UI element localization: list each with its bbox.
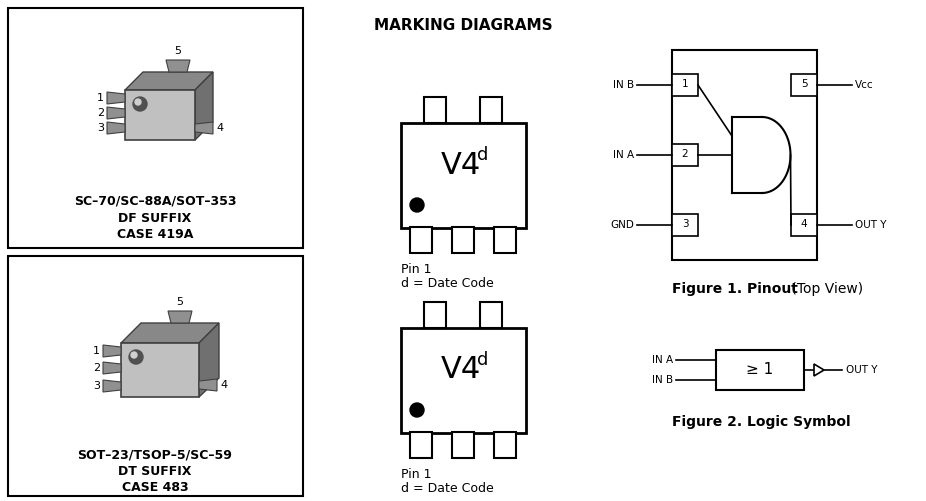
Text: 2: 2 [682,149,688,159]
Bar [494,432,516,458]
Bar [410,227,432,253]
Bar [452,432,474,458]
Polygon shape [195,72,213,140]
Polygon shape [199,379,217,391]
Text: OUT Y: OUT Y [846,365,878,375]
Bar [401,328,526,433]
Polygon shape [199,323,219,397]
Text: Pin 1: Pin 1 [401,468,432,481]
Bar [452,227,474,253]
Text: 3: 3 [97,123,104,133]
Text: IN B: IN B [652,375,673,385]
Circle shape [129,350,143,364]
Bar [672,74,698,96]
Bar [494,227,516,253]
Circle shape [410,403,424,417]
Text: d: d [477,351,489,369]
Circle shape [131,352,137,358]
Text: DT SUFFIX: DT SUFFIX [119,465,192,478]
Text: CASE 419A: CASE 419A [117,228,194,241]
Text: Vᴄᴄ: Vᴄᴄ [855,80,873,90]
Circle shape [133,97,147,111]
Bar [480,302,502,328]
Bar [672,50,817,260]
Text: IN A: IN A [652,355,673,365]
Text: Figure 2. Logic Symbol: Figure 2. Logic Symbol [672,415,851,429]
Text: 1: 1 [93,346,100,356]
Text: 1: 1 [97,93,104,103]
Bar [672,214,698,236]
Text: V4: V4 [441,150,482,179]
Bar [8,256,303,496]
Text: 5: 5 [801,79,807,89]
Text: IN A: IN A [613,150,634,160]
Polygon shape [121,343,199,397]
Text: 2: 2 [97,108,104,118]
Text: ≥ 1: ≥ 1 [746,363,773,377]
Text: (Top View): (Top View) [787,282,863,296]
Polygon shape [103,362,121,374]
Text: GND: GND [610,220,634,230]
Text: d = Date Code: d = Date Code [401,482,494,495]
Polygon shape [103,380,121,392]
Text: 5: 5 [174,46,181,56]
Text: 3: 3 [93,381,100,391]
Bar [791,74,817,96]
Bar [480,97,502,123]
Text: 1: 1 [682,79,688,89]
Text: IN B: IN B [613,80,634,90]
Polygon shape [166,60,190,72]
Text: CASE 483: CASE 483 [121,481,188,494]
Bar [672,144,698,166]
Text: DF SUFFIX: DF SUFFIX [119,212,192,225]
Bar [424,302,446,328]
Polygon shape [195,122,213,134]
Text: Pin 1: Pin 1 [401,263,432,276]
Bar [410,432,432,458]
Text: MARKING DIAGRAMS: MARKING DIAGRAMS [374,18,552,33]
Bar [791,214,817,236]
Polygon shape [107,92,125,104]
Text: 2: 2 [93,363,100,373]
Text: d = Date Code: d = Date Code [401,277,494,290]
Polygon shape [107,122,125,134]
Polygon shape [107,107,125,119]
Text: 5: 5 [177,297,183,307]
Text: 3: 3 [682,219,688,229]
Polygon shape [103,345,121,357]
Bar [424,97,446,123]
Text: OUT Y: OUT Y [855,220,886,230]
Circle shape [410,198,424,212]
Bar [716,350,804,390]
Text: V4: V4 [441,356,482,384]
Text: 4: 4 [801,219,807,229]
Text: 4: 4 [220,380,227,390]
Polygon shape [125,90,195,140]
Polygon shape [121,323,219,343]
Text: SOT–23/TSOP–5/SC–59: SOT–23/TSOP–5/SC–59 [78,448,232,461]
Text: d: d [477,146,489,164]
Polygon shape [814,364,824,376]
Text: SC–70/SC–88A/SOT–353: SC–70/SC–88A/SOT–353 [74,195,236,208]
Polygon shape [125,72,213,90]
Text: 4: 4 [216,123,223,133]
Polygon shape [168,311,192,323]
Text: Figure 1. Pinout: Figure 1. Pinout [672,282,798,296]
Bar [401,123,526,228]
Circle shape [135,99,141,105]
Bar [8,8,303,248]
